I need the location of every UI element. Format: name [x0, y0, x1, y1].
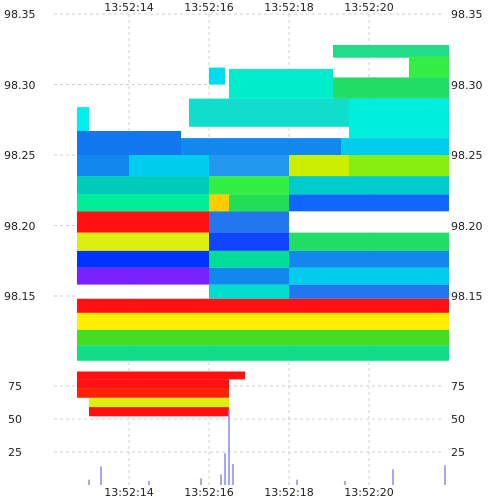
- heatmap-cell-42: [77, 345, 449, 361]
- price-tick-left-5: 98.15: [4, 290, 36, 303]
- volume-tick-right-2: 50: [451, 413, 465, 426]
- volume-tick-right-3: 25: [451, 446, 465, 459]
- heatmap-cell-21: [209, 194, 229, 212]
- x-tick-bottom-2: 13:52:16: [184, 486, 233, 499]
- heatmap-cell-26: [289, 211, 449, 233]
- heatmap-cell-32: [289, 250, 449, 268]
- heatmap-cell-23: [289, 194, 449, 212]
- heatmap-cell-13: [129, 155, 209, 177]
- heatmap-cell-11: [341, 138, 449, 155]
- heatmap-cell-40: [77, 312, 449, 330]
- volume-band-4: [89, 397, 229, 408]
- heatmap-cell-19: [289, 176, 449, 195]
- x-tick-top-4: 13:52:20: [344, 1, 393, 14]
- heatmap-cell-27: [77, 232, 209, 251]
- x-tick-bottom-1: 13:52:14: [104, 486, 153, 499]
- heatmap-cell-17: [77, 176, 209, 195]
- heatmap-cell-9: [77, 131, 181, 155]
- volume-band-1: [77, 371, 245, 380]
- heatmap-cell-6: [189, 98, 349, 127]
- heatmap-cell-28: [209, 232, 289, 251]
- heatmap-cell-5: [333, 77, 449, 99]
- heatmap-cell-39: [77, 298, 449, 313]
- price-tick-right-1: 98.35: [451, 8, 483, 21]
- heatmap-cell-1: [333, 45, 449, 58]
- heatmap-cell-41: [77, 329, 449, 346]
- price-tick-right-2: 98.30: [451, 79, 483, 92]
- heatmap-cell-8: [77, 107, 89, 132]
- heatmap-cell-22: [229, 194, 289, 212]
- volume-band-5: [89, 407, 229, 417]
- x-tick-bottom-3: 13:52:18: [264, 486, 313, 499]
- volume-tick-left-1: 75: [8, 380, 22, 393]
- heatmap-cell-16: [349, 155, 449, 177]
- x-tick-top-3: 13:52:18: [264, 1, 313, 14]
- heatmap-cell-29: [289, 232, 449, 251]
- price-tick-left-2: 98.30: [4, 79, 36, 92]
- heatmap-cell-10: [181, 138, 341, 155]
- heatmap-cell-15: [289, 155, 349, 177]
- volume-tick-right-1: 75: [451, 380, 465, 393]
- volume-band-3: [77, 388, 229, 398]
- price-tick-left-3: 98.25: [4, 149, 36, 162]
- heatmap-cell-3: [229, 69, 333, 99]
- heatmap-cell-2: [409, 56, 449, 78]
- heatmap-cell-38: [289, 284, 449, 299]
- volume-band-2: [77, 379, 229, 389]
- heatmap-cell-36: [77, 284, 209, 299]
- price-tick-right-4: 98.20: [451, 220, 483, 233]
- heatmap-cell-12: [77, 155, 129, 177]
- heatmap-cell-20: [77, 194, 209, 212]
- x-tick-bottom-4: 13:52:20: [344, 486, 393, 499]
- heatmap-cell-7: [349, 98, 449, 139]
- orderbook-heatmap: [77, 45, 449, 361]
- heatmap-cell-4: [209, 67, 225, 85]
- x-tick-top-2: 13:52:16: [184, 1, 233, 14]
- heatmap-cell-34: [209, 267, 289, 285]
- heatmap-cell-24: [77, 211, 209, 233]
- heatmap-cell-25: [209, 211, 289, 233]
- volume-tick-left-2: 50: [8, 413, 22, 426]
- price-tick-right-3: 98.25: [451, 149, 483, 162]
- price-tick-left-4: 98.20: [4, 220, 36, 233]
- x-tick-top-1: 13:52:14: [104, 1, 153, 14]
- heatmap-cell-33: [77, 267, 209, 285]
- price-tick-right-5: 98.15: [451, 290, 483, 303]
- heatmap-cell-14: [209, 155, 289, 177]
- price-tick-left-1: 98.35: [4, 8, 36, 21]
- heatmap-cell-18: [209, 176, 289, 195]
- heatmap-cell-30: [77, 250, 209, 268]
- volume-tick-left-3: 25: [8, 446, 22, 459]
- heatmap-cell-35: [289, 267, 449, 285]
- heatmap-cell-37: [209, 284, 289, 299]
- volume-panel: [77, 371, 446, 485]
- heatmap-cell-31: [209, 250, 289, 268]
